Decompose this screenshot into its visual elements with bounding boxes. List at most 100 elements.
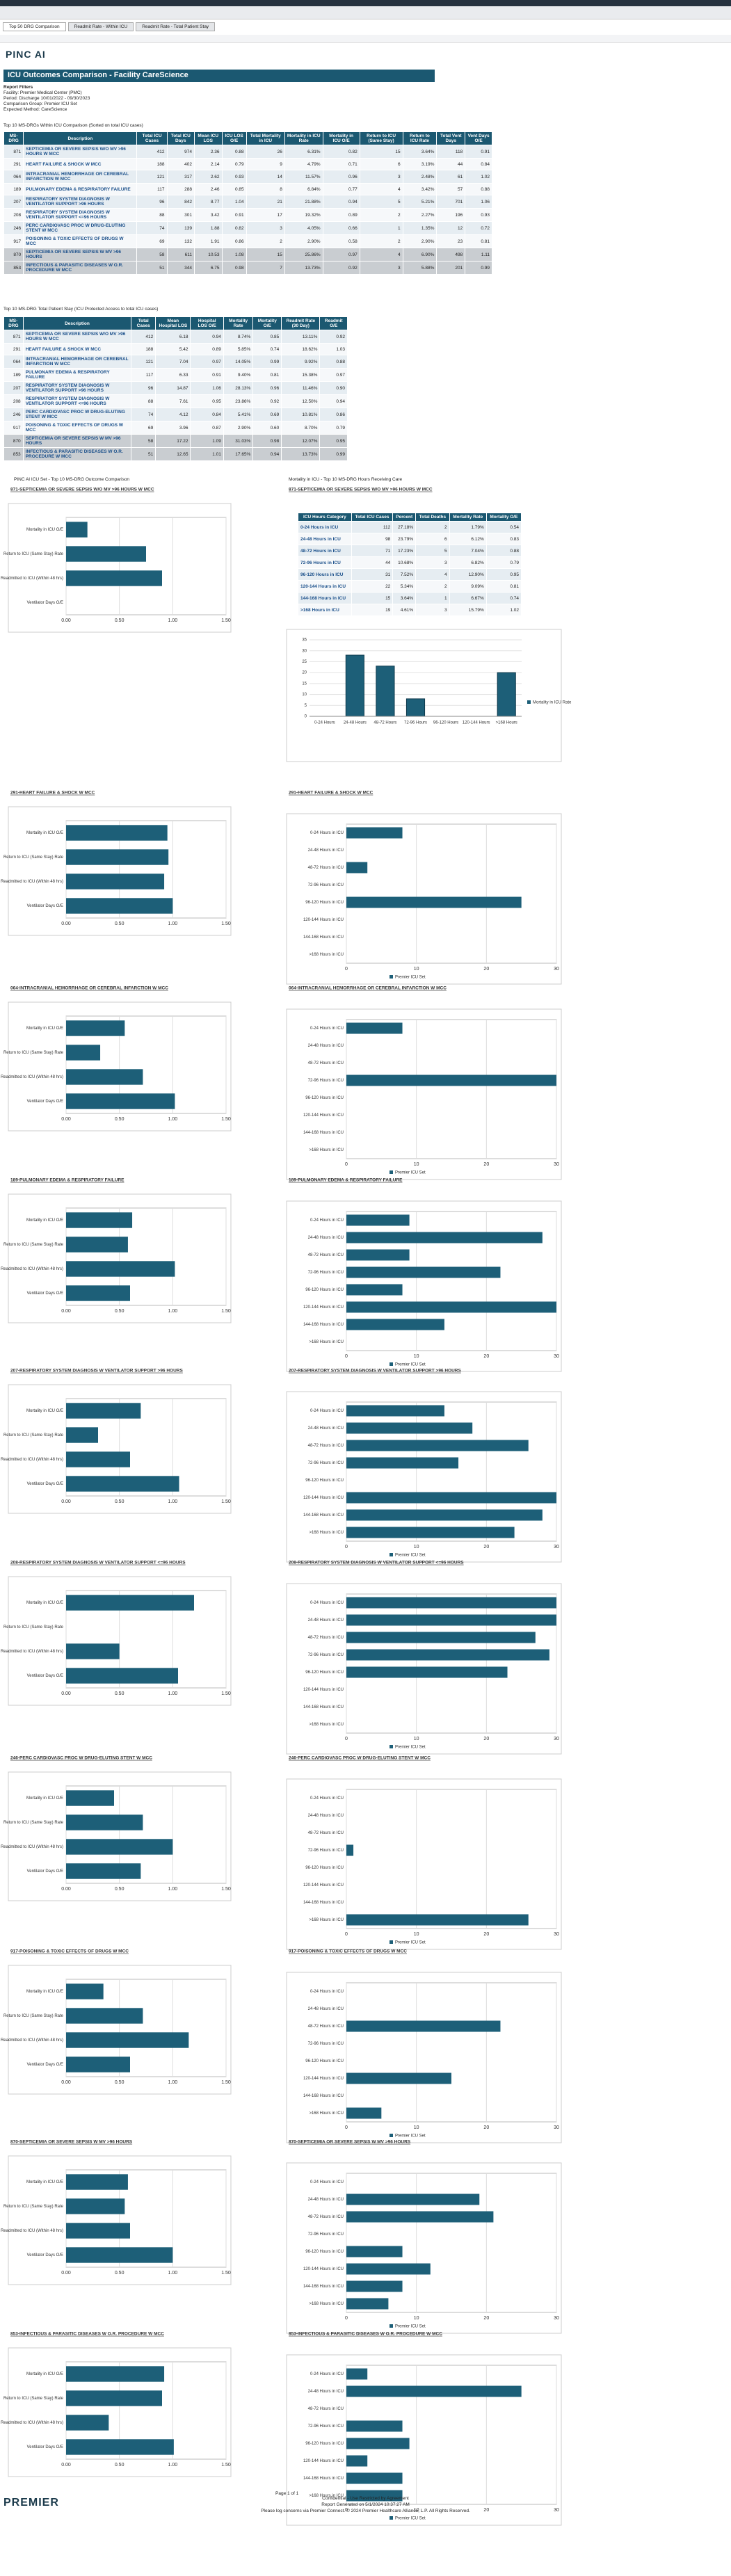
bar (346, 2193, 480, 2205)
row: 291 HEART FAILURE & SHOCK W MCC 188 5.42 0.8… (3, 343, 348, 355)
bar (346, 1492, 556, 1504)
chart-box (286, 2354, 562, 2526)
y-tick-label: 96-120 Hours in ICU (305, 901, 344, 905)
tab[interactable]: Readmit Rate - Within ICU (67, 22, 134, 31)
filter-line: Comparison Group: Premier ICU Set (3, 102, 77, 106)
y-tick-label: 72-96 Hours in ICU (308, 1653, 344, 1657)
column-header: Total ICU Days (166, 131, 195, 145)
column-header: Mortality in ICU O/E (322, 131, 360, 145)
bar (66, 2223, 130, 2239)
cell: 1.01 (190, 447, 224, 461)
x-tick-label: 30 (554, 1737, 559, 1741)
cell: 72-96 Hours in ICU (298, 556, 352, 569)
chart-title: 207-RESPIRATORY SYSTEM DIAGNOSIS W VENTI… (10, 1369, 183, 1374)
bar (345, 654, 364, 717)
legend-label: Premier ICU Set (395, 2517, 426, 2521)
y-tick-label: 35 (302, 638, 307, 643)
bar (66, 546, 146, 562)
x-tick-label: 0 (345, 1354, 348, 1359)
bar (346, 1457, 459, 1469)
cell: 13.11% (281, 330, 321, 344)
legend-label: Premier ICU Set (395, 1746, 426, 1750)
row: 917 POISONING & TOXIC EFFECTS OF DRUGS W … (3, 234, 492, 248)
column-header: Mortality Rate (449, 513, 487, 522)
y-tick-label: 96-120 Hours in ICU (305, 2442, 344, 2446)
bar (66, 1983, 104, 1999)
cell: 0.97 (190, 355, 224, 369)
y-tick-label: 144-168 Hours in ICU (303, 2285, 344, 2289)
y-tick-label: Mortality in ICU O/E (26, 2180, 63, 2184)
table-wrap: ICU Hours Category Total ICU Cases Percent… (298, 513, 522, 616)
y-tick-label: Return to ICU (Same Stay) Rate (3, 1821, 64, 1825)
plot-frame (346, 823, 557, 964)
cell: 3.64% (392, 592, 417, 604)
bar (346, 1509, 543, 1521)
cell: 51 (136, 261, 168, 275)
cell: 0.74 (252, 343, 282, 355)
cell: RESPIRATORY SYSTEM DIAGNOSIS W VENTILATO… (22, 381, 132, 395)
y-tick-label: 72-96 Hours in ICU (308, 1271, 344, 1275)
y-tick-label: Readmitted to ICU (Within 48 hrs) (1, 2038, 63, 2043)
y-tick-label: >168 Hours in ICU (309, 2494, 344, 2498)
x-tick-label: 0 (345, 2508, 348, 2513)
cell: 1.04 (221, 195, 247, 209)
cell: 71 (351, 545, 394, 557)
x-tick-label: 1.00 (168, 1691, 178, 1696)
bar (346, 2455, 368, 2467)
x-tick-label: 48-72 Hours (373, 721, 396, 725)
column-header: Mortality O/E (485, 513, 522, 522)
column-header: Mortality O/E (252, 316, 282, 330)
x-tick-label: 1.00 (168, 1117, 178, 1122)
bar (66, 1863, 141, 1879)
bar (66, 2247, 173, 2263)
y-tick-label: 24-48 Hours in ICU (308, 1814, 344, 1818)
cell: 44 (351, 556, 394, 569)
legend-label: Premier ICU Set (395, 1554, 426, 1558)
chart-title: 189-PULMONARY EDEMA & RESPIRATORY FAILUR… (289, 1178, 403, 1183)
cell: 23.86% (223, 394, 254, 408)
bar (66, 1261, 175, 1277)
chart-box (286, 1008, 562, 1180)
x-tick-label: 0 (345, 1737, 348, 1741)
y-tick-label: 48-72 Hours in ICU (308, 1061, 344, 1065)
x-tick-label: 1.00 (168, 1499, 178, 1504)
legend-swatch (389, 975, 393, 979)
cell: 853 (3, 447, 24, 461)
chart-title: 246-PERC CARDIOVASC PROC W DRUG-ELUTING … (10, 1756, 152, 1761)
cell: 88 (131, 394, 156, 408)
x-tick-label: 30 (554, 2508, 559, 2513)
chart-box (286, 1200, 562, 1372)
cell: 246 (3, 221, 24, 235)
bar (66, 898, 173, 914)
x-tick-label: 0.00 (61, 1887, 71, 1892)
y-tick-label: 24-48 Hours in ICU (308, 1618, 344, 1623)
y-tick-label: 24-48 Hours in ICU (308, 2007, 344, 2011)
cell: 6.67% (449, 592, 487, 604)
tab[interactable]: Readmit Rate - Total Patient Stay (136, 22, 216, 31)
cell: 25.86% (284, 248, 323, 261)
row: 064 INTRACRANIAL HEMORRHAGE OR CEREBRAL I… (3, 170, 492, 184)
chart-title: 208-RESPIRATORY SYSTEM DIAGNOSIS W VENTI… (10, 1561, 186, 1565)
chart-box (8, 1193, 232, 1323)
y-tick-label: 144-168 Hours in ICU (303, 1513, 344, 1518)
cell: 0.98 (252, 434, 282, 448)
cell: 0.58 (322, 234, 360, 248)
x-tick-label: 0.50 (115, 1691, 124, 1696)
bar (346, 1249, 410, 1261)
row: 291 HEART FAILURE & SHOCK W MCC 188 402 2.14… (3, 158, 492, 170)
cell: 0.93 (221, 170, 247, 184)
row: 917 POISONING & TOXIC EFFECTS OF DRUGS W … (3, 421, 348, 435)
cell: 0.96 (252, 381, 282, 395)
cell: 3 (415, 604, 450, 616)
filter-line: Facility: Premier Medical Center (PMC) (3, 90, 82, 95)
tab[interactable]: Top 50 DRG Comparison (3, 22, 66, 31)
y-tick-label: 120-144 Hours in ICU (303, 918, 344, 922)
cell: 611 (166, 248, 195, 261)
bar (66, 874, 165, 889)
cell: PERC CARDIOVASC PROC W DRUG-ELUTING STEN… (22, 408, 132, 421)
cell: 6 (359, 158, 403, 170)
x-tick-label: 20 (483, 967, 489, 972)
bar (66, 1839, 173, 1855)
y-tick-label: Return to ICU (Same Stay) Rate (3, 1243, 64, 1247)
